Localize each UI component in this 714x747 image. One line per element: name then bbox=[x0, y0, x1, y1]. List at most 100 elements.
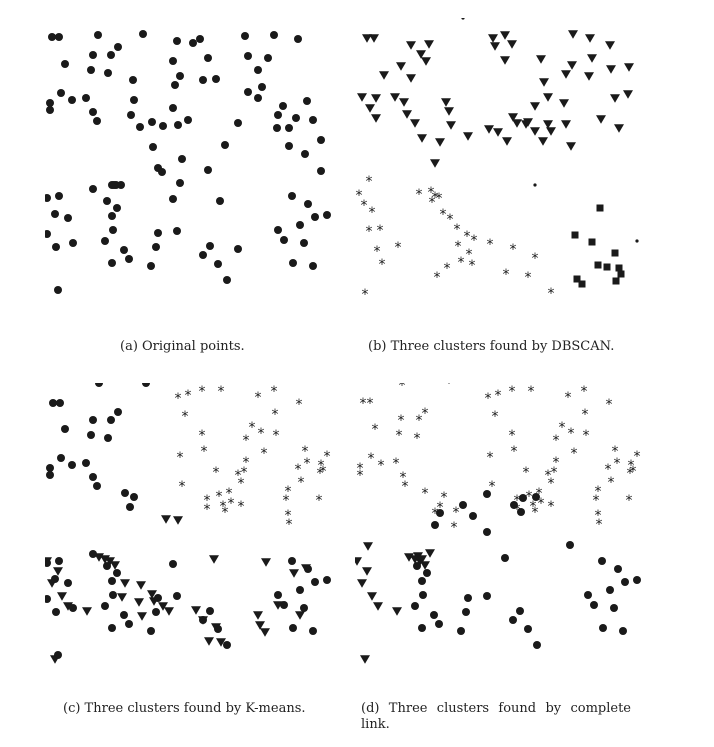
circle-point bbox=[139, 30, 147, 38]
asterisk-point: * bbox=[204, 493, 211, 509]
circle-point bbox=[64, 579, 72, 587]
circle-point bbox=[423, 569, 431, 577]
asterisk-point: * bbox=[489, 479, 496, 495]
asterisk-point: * bbox=[528, 384, 535, 400]
circle-point bbox=[176, 72, 184, 80]
circle-point bbox=[107, 51, 115, 59]
triangle-point bbox=[406, 74, 416, 83]
circle-point bbox=[117, 181, 125, 189]
circle-point bbox=[510, 501, 518, 509]
triangle-point bbox=[424, 40, 434, 49]
asterisk-point: * bbox=[440, 207, 447, 223]
circle-point bbox=[483, 490, 491, 498]
asterisk-point: * bbox=[525, 270, 532, 286]
triangle-point bbox=[538, 137, 548, 146]
asterisk-point: * bbox=[571, 446, 578, 462]
circle-point bbox=[610, 604, 618, 612]
dot-point bbox=[635, 239, 639, 243]
asterisk-point: * bbox=[199, 428, 206, 444]
circle-point bbox=[61, 425, 69, 433]
asterisk-point: * bbox=[398, 413, 405, 429]
triangle-point bbox=[357, 93, 367, 102]
triangle-point bbox=[357, 579, 367, 588]
circle-point bbox=[614, 565, 622, 573]
asterisk-point: * bbox=[626, 493, 633, 509]
asterisk-point: * bbox=[393, 456, 400, 472]
triangle-point bbox=[561, 70, 571, 79]
asterisk-point: * bbox=[377, 223, 384, 239]
asterisk-point: * bbox=[283, 493, 290, 509]
asterisk-point: * bbox=[511, 444, 518, 460]
circle-point bbox=[120, 611, 128, 619]
triangle-point bbox=[47, 579, 57, 588]
circle-point bbox=[254, 94, 262, 102]
asterisk-point: * bbox=[261, 446, 268, 462]
circle-point bbox=[55, 557, 63, 565]
asterisk-point: * bbox=[422, 486, 429, 502]
triangle-point bbox=[417, 134, 427, 143]
asterisk-point: * bbox=[400, 470, 407, 486]
circle-point bbox=[82, 94, 90, 102]
asterisk-point: * bbox=[487, 237, 494, 253]
circle-point bbox=[590, 601, 598, 609]
circle-point bbox=[176, 179, 184, 187]
asterisk-point: * bbox=[453, 505, 460, 521]
circle-point bbox=[89, 51, 97, 59]
asterisk-point: * bbox=[185, 388, 192, 404]
circle-point bbox=[148, 118, 156, 126]
asterisk-point: * bbox=[218, 384, 225, 400]
asterisk-point: * bbox=[396, 428, 403, 444]
triangle-point bbox=[441, 98, 451, 107]
asterisk-point: * bbox=[399, 383, 406, 394]
circle-point bbox=[517, 508, 525, 516]
asterisk-point: * bbox=[357, 468, 364, 484]
triangle-point bbox=[63, 602, 73, 611]
asterisk-point: * bbox=[216, 489, 223, 505]
triangle-point bbox=[406, 41, 416, 50]
asterisk-point: * bbox=[471, 233, 478, 249]
asterisk-point: * bbox=[503, 267, 510, 283]
circle-point bbox=[136, 123, 144, 131]
circle-point bbox=[288, 192, 296, 200]
asterisk-point: * bbox=[379, 257, 386, 273]
circle-point bbox=[430, 611, 438, 619]
square-point bbox=[573, 275, 581, 283]
asterisk-point: * bbox=[627, 466, 634, 482]
triangle-point bbox=[530, 102, 540, 111]
triangle-point bbox=[539, 78, 549, 87]
circle-point bbox=[108, 624, 116, 632]
asterisk-point: * bbox=[568, 426, 575, 442]
triangle-point bbox=[502, 137, 512, 146]
triangle-point bbox=[255, 621, 265, 630]
triangle-point bbox=[120, 579, 130, 588]
asterisk-point: * bbox=[220, 499, 227, 515]
asterisk-point: * bbox=[378, 458, 385, 474]
triangle-point bbox=[161, 515, 171, 524]
square-point bbox=[578, 280, 586, 288]
circle-point bbox=[114, 408, 122, 416]
triangle-point bbox=[425, 549, 435, 558]
triangle-point bbox=[117, 593, 127, 602]
circle-point bbox=[323, 576, 331, 584]
circle-point bbox=[566, 541, 574, 549]
circle-point bbox=[171, 81, 179, 89]
circle-point bbox=[89, 473, 97, 481]
asterisk-point: * bbox=[595, 484, 602, 500]
asterisk-point: * bbox=[356, 188, 363, 204]
circle-point bbox=[52, 243, 60, 251]
circle-point bbox=[93, 482, 101, 490]
circle-point bbox=[280, 236, 288, 244]
circle-point bbox=[204, 54, 212, 62]
asterisk-point: * bbox=[514, 493, 521, 509]
circle-point bbox=[212, 75, 220, 83]
circle-point bbox=[64, 214, 72, 222]
square-point bbox=[571, 231, 579, 239]
triangle-point bbox=[360, 655, 370, 664]
triangle-point bbox=[546, 127, 556, 136]
asterisk-point: * bbox=[235, 468, 242, 484]
asterisk-point: * bbox=[204, 502, 211, 518]
circle-point bbox=[483, 592, 491, 600]
triangle-point bbox=[543, 93, 553, 102]
asterisk-point: * bbox=[416, 413, 423, 429]
asterisk-point: * bbox=[432, 506, 439, 522]
